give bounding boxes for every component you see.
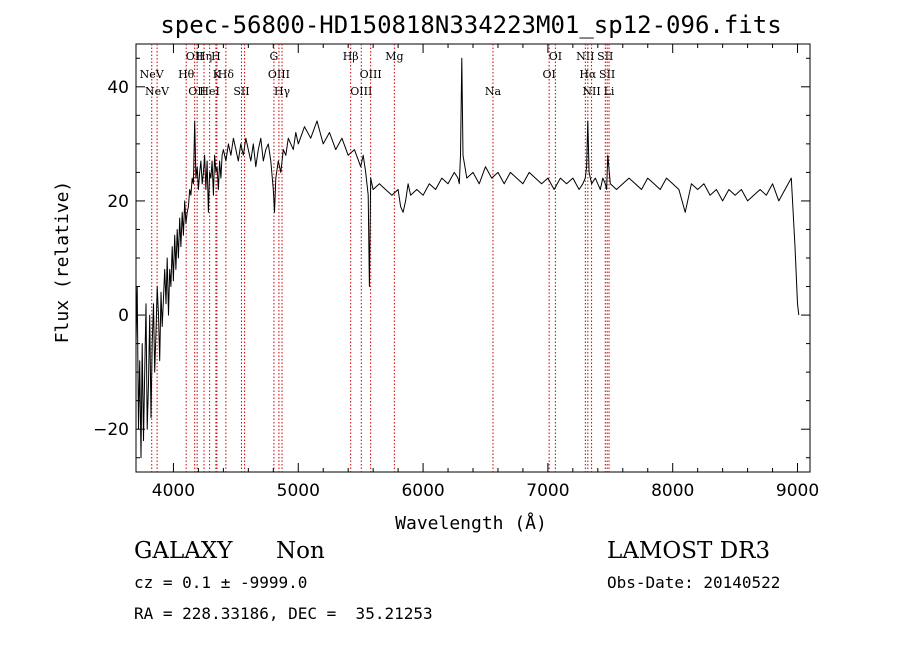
x-tick-label: 9000 xyxy=(776,481,819,501)
x-tick-label: 7000 xyxy=(526,481,569,501)
y-axis: −20 0 20 40 xyxy=(93,57,810,459)
marker-label-17: OIII xyxy=(360,68,382,81)
marker-label-18: Mg xyxy=(385,50,403,63)
x-tick-label: 5000 xyxy=(277,481,320,501)
marker-label-24: NII xyxy=(582,85,600,98)
marker-label-20: OI xyxy=(542,68,555,81)
y-tick-label: 20 xyxy=(107,192,129,212)
spectrum-series xyxy=(135,57,800,459)
plot-frame xyxy=(135,43,811,473)
marker-label-6: HeI xyxy=(199,85,219,98)
obs-date-line: Obs-Date: 20140522 xyxy=(607,573,781,592)
marker-label-22: NII xyxy=(576,50,594,63)
marker-label-10: SII xyxy=(233,85,249,98)
marker-label-0: NeV xyxy=(140,68,165,81)
marker-label-16: OIII xyxy=(350,85,372,98)
marker-label-4: OII xyxy=(188,85,206,98)
chart-title: spec-56800-HD150818N334223M01_sp12-096.f… xyxy=(160,11,781,39)
marker-label-14: Hγ xyxy=(274,85,291,98)
y-axis-label: Flux (relative) xyxy=(52,181,73,344)
marker-label-21: OI xyxy=(549,50,562,63)
marker-label-27: Li xyxy=(604,85,615,98)
marker-label-23: Hα xyxy=(579,68,597,81)
y-tick-label: −20 xyxy=(93,420,129,440)
object-subclass: Non xyxy=(276,538,325,564)
marker-label-1: NeV xyxy=(145,85,170,98)
y-tick-label: 40 xyxy=(107,78,129,98)
marker-label-15: Hβ xyxy=(343,50,359,63)
marker-label-13: OIII xyxy=(268,68,290,81)
survey-label: LAMOST DR3 xyxy=(607,538,771,564)
coordinates-line: RA = 228.33186, DEC = 35.21253 xyxy=(134,604,433,623)
marker-label-25: SII xyxy=(597,50,613,63)
marker-label-12: G xyxy=(270,50,279,63)
marker-label-5: Hη xyxy=(196,50,212,63)
marker-label-26: SII xyxy=(599,68,615,81)
x-axis-label: Wavelength (Å) xyxy=(395,512,547,534)
marker-label-3: OII xyxy=(186,50,204,63)
marker-label-2: Hθ xyxy=(178,68,195,81)
redshift-line: cz = 0.1 ± -9999.0 xyxy=(134,573,308,592)
marker-label-7: H xyxy=(211,50,221,63)
marker-label-19: Na xyxy=(485,85,502,98)
x-axis: 4000 5000 6000 7000 8000 9000 xyxy=(152,44,819,501)
x-tick-label: 8000 xyxy=(651,481,694,501)
marker-label-9: Hδ xyxy=(218,68,235,81)
y-tick-label: 0 xyxy=(118,306,129,326)
x-tick-label: 6000 xyxy=(401,481,444,501)
marker-label-8: K xyxy=(213,68,222,81)
x-tick-label: 4000 xyxy=(152,481,195,501)
spectrum-line-0 xyxy=(135,57,800,459)
line-markers: NeVNeVHθOIIOIIHηHeIHKHδSIIGOIIIHγHβOIIIO… xyxy=(140,44,615,472)
object-class: GALAXY xyxy=(134,538,233,564)
